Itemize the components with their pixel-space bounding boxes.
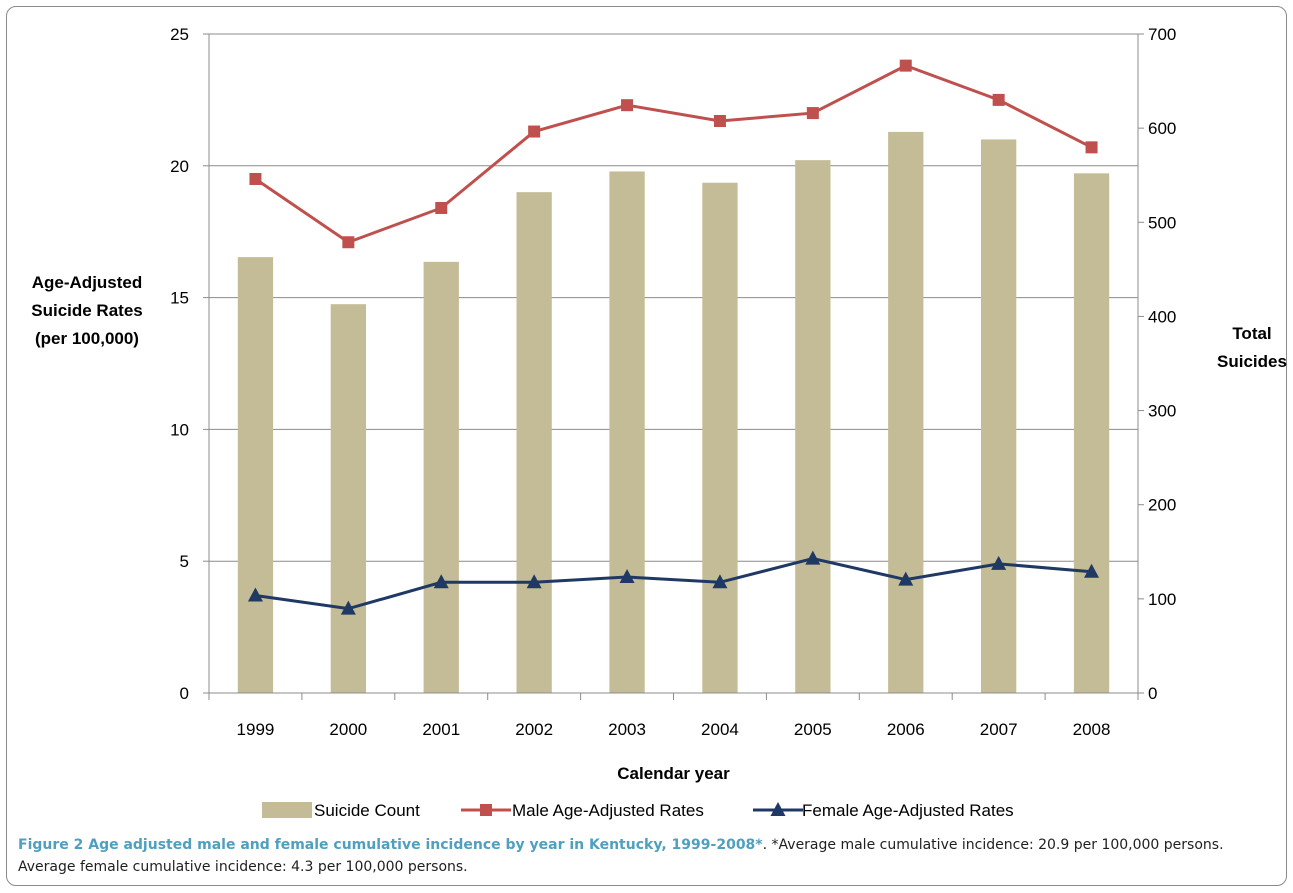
marker-male-age-adjusted-rates [528, 125, 541, 138]
right-axis-title-line: Total [1232, 324, 1271, 343]
x-tick-label: 2008 [1073, 720, 1111, 739]
marker-female-age-adjusted-rates [712, 574, 728, 589]
line-female-age-adjusted-rates [255, 557, 1092, 611]
bar-suicide-count [330, 304, 367, 693]
bar-suicide-count [980, 139, 1017, 693]
legend-swatch-suicide-count [262, 802, 312, 818]
bar-suicide-count [423, 261, 459, 693]
bar-suicide-count [795, 160, 831, 693]
left-tick-label: 20 [170, 157, 189, 176]
marker-female-age-adjusted-rates [247, 587, 263, 602]
bar-suicide-count [702, 182, 738, 693]
x-tick-label: 2003 [608, 720, 646, 739]
bar-suicide-count [1073, 173, 1110, 693]
left-axis-title-line: Suicide Rates [31, 301, 143, 320]
marker-male-age-adjusted-rates [621, 99, 634, 112]
x-tick-label: 1999 [237, 720, 275, 739]
left-tick-label: 15 [170, 289, 189, 308]
marker-female-age-adjusted-rates [1084, 563, 1100, 578]
marker-female-age-adjusted-rates [898, 571, 914, 586]
right-tick-label: 500 [1148, 213, 1176, 232]
right-tick-label: 300 [1148, 402, 1176, 421]
x-tick-label: 2006 [887, 720, 925, 739]
left-tick-label: 0 [180, 684, 189, 703]
x-tick-label: 2002 [515, 720, 553, 739]
right-axis-title-line: Suicides [1217, 352, 1287, 371]
marker-male-age-adjusted-rates [992, 93, 1005, 106]
legend-label-female-age-adjusted-rates: Female Age-Adjusted Rates [802, 801, 1014, 820]
marker-male-age-adjusted-rates [713, 114, 726, 127]
marker-female-age-adjusted-rates [433, 574, 449, 589]
legend-marker-male-age-adjusted-rates [480, 804, 492, 816]
caption-text: . *Average male cumulative incidence: 20… [18, 837, 1224, 875]
legend-label-suicide-count: Suicide Count [314, 801, 420, 820]
caption-title: Figure 2 Age adjusted male and female cu… [18, 837, 763, 853]
left-axis-title-line: (per 100,000) [35, 329, 139, 348]
bar-suicide-count [516, 192, 552, 693]
figure-caption: Figure 2 Age adjusted male and female cu… [18, 834, 1280, 878]
marker-male-age-adjusted-rates [899, 59, 912, 72]
bar-suicide-count [237, 257, 274, 693]
left-tick-label: 10 [170, 420, 189, 439]
marker-female-age-adjusted-rates [619, 569, 635, 584]
marker-female-age-adjusted-rates [991, 555, 1007, 570]
left-tick-label: 25 [170, 25, 189, 44]
legend-marker-female-age-adjusted-rates [770, 802, 786, 816]
marker-female-age-adjusted-rates [805, 550, 821, 565]
marker-female-age-adjusted-rates [526, 574, 542, 589]
x-tick-label: 2001 [422, 720, 460, 739]
marker-male-age-adjusted-rates [1085, 141, 1098, 154]
figure-frame [6, 6, 1287, 886]
x-tick-label: 2007 [980, 720, 1018, 739]
left-tick-label: 5 [180, 552, 189, 571]
marker-male-age-adjusted-rates [249, 172, 262, 185]
bar-suicide-count [609, 171, 645, 693]
marker-male-age-adjusted-rates [806, 107, 819, 120]
bar-suicide-count [888, 131, 924, 693]
x-tick-label: 2000 [329, 720, 367, 739]
right-tick-label: 700 [1148, 25, 1176, 44]
right-tick-label: 200 [1148, 496, 1176, 515]
marker-female-age-adjusted-rates [340, 600, 356, 615]
line-male-age-adjusted-rates [254, 63, 1093, 244]
right-tick-label: 600 [1148, 119, 1176, 138]
x-tick-label: 2005 [794, 720, 832, 739]
x-tick-label: 2004 [701, 720, 739, 739]
marker-male-age-adjusted-rates [342, 236, 355, 249]
marker-male-age-adjusted-rates [435, 201, 448, 214]
right-tick-label: 400 [1148, 307, 1176, 326]
x-axis-title: Calendar year [617, 764, 730, 783]
legend-label-male-age-adjusted-rates: Male Age-Adjusted Rates [512, 801, 704, 820]
right-tick-label: 100 [1148, 590, 1176, 609]
left-axis-title-line: Age-Adjusted [32, 273, 143, 292]
right-tick-label: 0 [1148, 684, 1157, 703]
